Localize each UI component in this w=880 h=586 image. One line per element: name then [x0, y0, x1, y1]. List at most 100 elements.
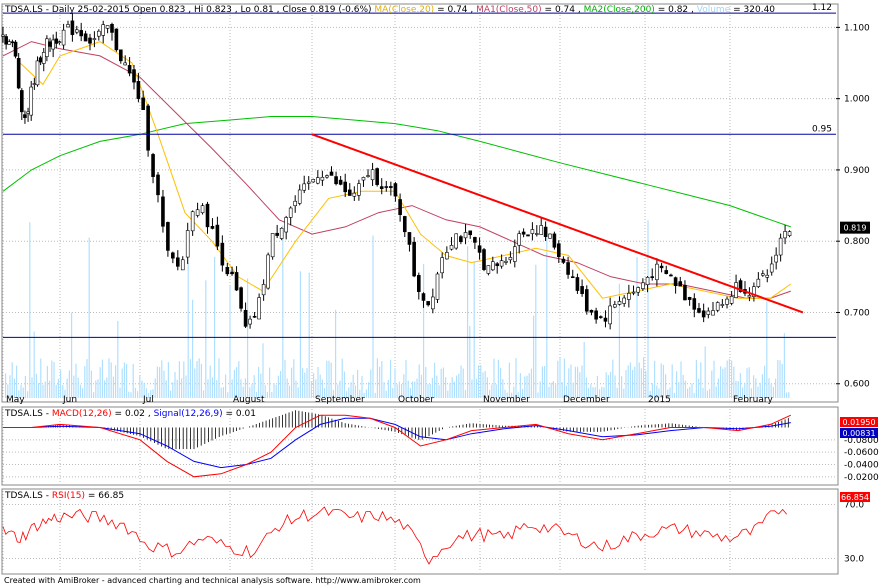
volume-bar [656, 385, 658, 398]
candle-body [329, 171, 334, 176]
volume-bar [720, 366, 722, 398]
candle-body [445, 252, 449, 260]
candle-body [598, 316, 603, 318]
candle-body [495, 263, 500, 266]
candle-body [756, 278, 761, 287]
rsi-pane[interactable] [1, 488, 839, 575]
volume-bar [192, 299, 194, 398]
candle-body [765, 274, 770, 278]
macd-tick-label: -0.0400 [844, 461, 879, 471]
candle-body [613, 304, 617, 308]
rsi-label: RSI(15) [52, 491, 85, 501]
volume-bar [27, 391, 29, 398]
volume-bar [574, 366, 576, 398]
candle-body [435, 273, 440, 300]
volume-bar [75, 363, 77, 398]
last-price-value: 0.819 [844, 224, 867, 233]
candle-body [141, 97, 145, 110]
volume-bar [198, 358, 200, 398]
candle-body [57, 41, 62, 44]
volume-bar [134, 387, 136, 398]
volume-bar [717, 378, 719, 398]
candle-body [16, 58, 21, 89]
candle-body [482, 249, 486, 270]
candle-body [195, 209, 200, 216]
price-header: TDSA.LS - Daily 25-02-2015 Open 0.823 , … [4, 5, 775, 15]
volume-bar [478, 365, 480, 398]
volume-bar [621, 376, 623, 398]
candle-body [421, 293, 426, 301]
candle-body [114, 28, 119, 51]
volume-bar [156, 366, 158, 398]
volume-bar [249, 387, 251, 398]
volume-bar [82, 388, 84, 398]
candle-body [608, 305, 612, 325]
candle-body [334, 176, 338, 185]
volume-bar [726, 360, 728, 398]
candle-body [261, 284, 266, 296]
candle-body [127, 65, 132, 74]
volume-bar [453, 381, 455, 398]
volume-bar [209, 365, 211, 398]
volume-bar [104, 380, 106, 398]
candle-body [517, 233, 522, 246]
candle-body [70, 20, 75, 35]
candle-body [486, 265, 491, 274]
volume-bar [418, 364, 420, 398]
volume-bar [33, 331, 35, 398]
volume-bar [203, 390, 205, 398]
volume-bar [592, 387, 594, 398]
volume-bar [603, 387, 605, 398]
volume-bar [9, 375, 11, 398]
volume-bar [709, 388, 711, 398]
price-pane[interactable] [1, 3, 839, 403]
candle-body [697, 308, 701, 313]
macd-y-axis: -0.0200 -0.0400 -0.0600 -0.0800 [844, 436, 879, 483]
volume-bar [541, 366, 543, 398]
volume-bar [733, 366, 735, 398]
volume-bar [460, 365, 462, 398]
volume-bar [73, 375, 75, 398]
volume-bar [744, 382, 746, 398]
candle-body [166, 222, 170, 251]
volume-bar [682, 374, 684, 398]
candle-body [161, 196, 165, 227]
volume-bar [163, 370, 165, 398]
price-tick-label: 1.100 [844, 23, 870, 33]
candle-body [463, 232, 468, 239]
volume-bar [295, 380, 297, 398]
price-tick-label: 0.700 [844, 308, 870, 318]
volume-bar [262, 343, 264, 398]
volume-bar [317, 366, 319, 398]
volume-bar [436, 375, 438, 398]
volume-bar [112, 376, 114, 398]
volume-bar [49, 380, 51, 398]
volume-bar [530, 368, 532, 398]
volume-bar [383, 382, 385, 398]
candle-body [412, 241, 416, 277]
volume-bar [761, 374, 763, 398]
candle-body [180, 259, 185, 271]
volume-bar [429, 384, 431, 398]
candle-body [543, 226, 548, 237]
volume-bar [625, 370, 627, 398]
volume-bar [480, 365, 482, 398]
volume-bar [302, 368, 304, 398]
candle-body [205, 203, 210, 228]
candle-body [402, 216, 407, 233]
candle-body [584, 289, 589, 312]
candle-body [752, 286, 756, 297]
volume-bar [616, 387, 618, 398]
ma200-label: MA2(Close,200) [584, 5, 655, 15]
candle-body [650, 276, 655, 278]
volume-bar [205, 280, 207, 398]
volume-bar [361, 375, 363, 398]
rsi-badge: 66.854 [840, 492, 870, 502]
candle-body [575, 277, 580, 291]
volume-bar [315, 379, 317, 398]
volume-bar [189, 359, 191, 398]
price-y-axis: 0.600 0.700 0.800 0.900 1.000 1.100 [836, 23, 870, 390]
volume-bar [62, 385, 64, 398]
volume-bar [772, 386, 774, 398]
header-close: 0.819 [310, 5, 336, 15]
